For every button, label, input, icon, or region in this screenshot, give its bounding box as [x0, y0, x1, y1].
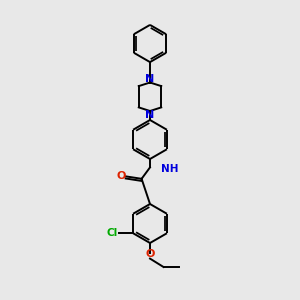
Text: Cl: Cl [106, 228, 118, 238]
Text: N: N [146, 110, 154, 120]
Text: NH: NH [160, 164, 178, 174]
Text: O: O [145, 249, 155, 259]
Text: N: N [146, 74, 154, 84]
Text: O: O [117, 171, 126, 182]
